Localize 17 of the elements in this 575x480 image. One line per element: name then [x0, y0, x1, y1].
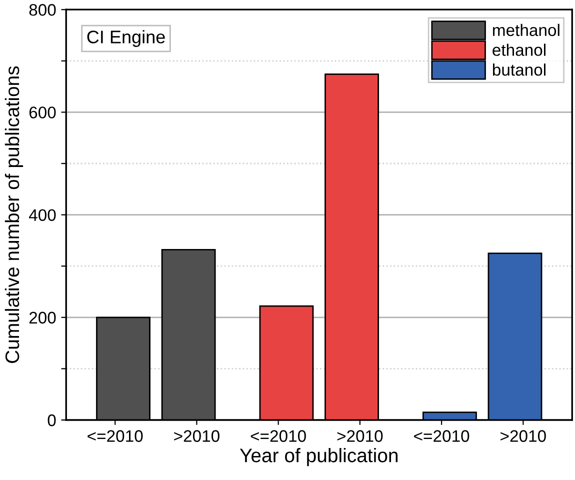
annotation: CI Engine	[87, 30, 165, 47]
x-axis-title: Year of publication	[240, 448, 398, 466]
y-tick-label: 400	[28, 209, 56, 222]
y-tick-label: 200	[29, 312, 56, 324]
legend-label: butanol	[492, 64, 546, 76]
y-tick-label: 0	[48, 414, 56, 426]
y-tick-label: 800	[29, 4, 56, 16]
y-axis-title: Cumulative number of publications	[4, 66, 24, 363]
x-tick-label: <=2010	[250, 430, 306, 442]
legend-label: ethanol	[492, 44, 546, 56]
x-tick-label: >2010	[500, 430, 546, 442]
x-tick-label: <=2010	[414, 430, 470, 442]
x-tick-label: <=2010	[88, 430, 143, 442]
y-tick-label: 600	[29, 106, 56, 118]
x-tick-label: >2010	[174, 430, 220, 442]
x-tick-label: >2010	[337, 430, 383, 442]
legend-label: methanol	[493, 24, 560, 36]
